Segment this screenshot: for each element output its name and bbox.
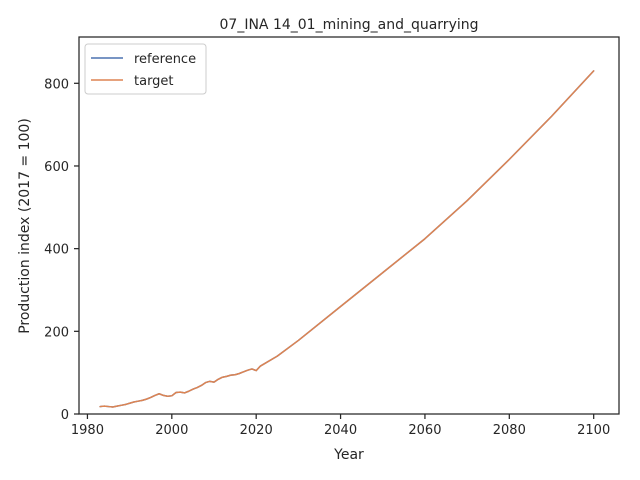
x-tick-label: 2040 <box>324 423 357 438</box>
legend: reference target <box>84 43 207 95</box>
x-tick-label: 2000 <box>155 423 188 438</box>
y-tick-label: 600 <box>44 160 69 175</box>
plot-frame <box>78 36 620 415</box>
series-layer <box>99 70 595 408</box>
series-line-target <box>99 70 595 408</box>
x-tick-label: 2080 <box>493 423 526 438</box>
x-tick-label: 2060 <box>408 423 441 438</box>
x-tick-label: 1980 <box>71 423 104 438</box>
x-axis: 1980 2000 2020 2040 2060 2080 2100 <box>71 414 610 438</box>
y-tick-label: 800 <box>44 77 69 92</box>
x-tick-label: 2020 <box>240 423 273 438</box>
chart-title: 07_INA 14_01_mining_and_quarrying <box>220 17 479 33</box>
legend-label-reference: reference <box>134 52 196 67</box>
plot-area <box>78 36 620 415</box>
y-axis-label: Production index (2017 = 100) <box>17 118 33 334</box>
y-axis: 0 200 400 600 800 <box>44 77 79 423</box>
x-axis-label: Year <box>333 447 364 463</box>
y-tick-label: 0 <box>61 408 69 423</box>
x-tick-label: 2100 <box>577 423 610 438</box>
series-line-reference <box>99 70 595 408</box>
y-tick-label: 400 <box>44 243 69 258</box>
y-tick-label: 200 <box>44 325 69 340</box>
legend-box <box>84 43 207 95</box>
legend-label-target: target <box>134 74 174 89</box>
